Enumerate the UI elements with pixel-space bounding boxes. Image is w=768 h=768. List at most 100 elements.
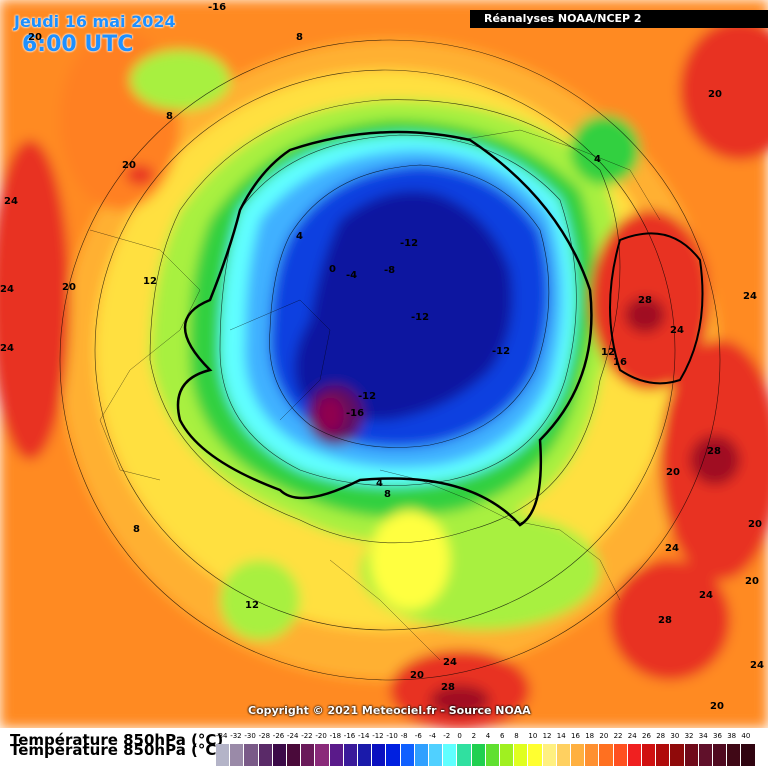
nw-hot-spot: [126, 165, 154, 185]
contour-label: -4: [346, 270, 358, 281]
legend-swatch: [642, 744, 657, 766]
south-green-blob: [220, 560, 300, 640]
contour-label: 20: [666, 467, 680, 478]
legend-swatch: [244, 744, 259, 766]
zero-isotherm: [176, 130, 593, 527]
legend-tick-label: 8: [514, 732, 519, 740]
variable-title-shadow: Température 850hPa (°C): [10, 741, 224, 759]
legend-swatch: [727, 744, 742, 766]
legend-tick-label: -20: [315, 732, 327, 740]
legend-swatch: [457, 744, 472, 766]
legend-swatch: [485, 744, 500, 766]
coastlines: [89, 129, 661, 661]
ne-hot: [680, 20, 768, 160]
legend-tick-label: 12: [542, 732, 552, 740]
west-hot: [0, 140, 70, 460]
legend-swatch: [500, 744, 515, 766]
contour-label: 20: [62, 282, 76, 293]
contour-label: 24: [665, 543, 679, 554]
contour-label: 4: [594, 154, 601, 165]
contour-label: -16: [346, 408, 365, 419]
legend-swatch: [599, 744, 614, 766]
contour-label: 20: [748, 519, 762, 530]
map-time: 6:00 UTC: [22, 32, 134, 57]
legend-tick-label: 14: [556, 732, 566, 740]
contour-label: 8: [166, 111, 173, 122]
legend-swatch: [272, 744, 287, 766]
contour-label: 24: [443, 657, 457, 668]
legend-swatch: [684, 744, 699, 766]
magenta-core: [316, 397, 344, 433]
contour-label: 16: [613, 357, 627, 368]
contour-label: 24: [699, 590, 713, 601]
contour-label: 24: [0, 284, 14, 295]
contour-label: 24: [4, 196, 18, 207]
legend-swatch: [372, 744, 387, 766]
contour-label: 28: [658, 615, 672, 626]
legend-tick-label: -24: [287, 732, 299, 740]
legend-swatch: [287, 744, 302, 766]
legend-tick-label: 4: [485, 732, 491, 740]
legend-tick-label: -10: [386, 732, 398, 740]
legend-tick-label: 28: [656, 732, 666, 740]
legend-tick-label: -32: [230, 732, 242, 740]
contour-label: -8: [384, 265, 396, 276]
contour-label: 28: [441, 682, 455, 693]
legend-swatch: [471, 744, 486, 766]
contour-label: 8: [384, 489, 391, 500]
legend-tick-label: -14: [358, 732, 370, 740]
legend-swatch: [528, 744, 543, 766]
contour-label: 12: [245, 600, 259, 611]
contour-label: 4: [296, 231, 303, 242]
contour-label: -12: [400, 238, 419, 249]
contour-label: 24: [0, 343, 14, 354]
se-hot: [610, 560, 730, 680]
legend-tick-label: -30: [244, 732, 256, 740]
contour-label: 24: [670, 325, 684, 336]
contour-label: 12: [601, 347, 615, 358]
legend-swatch: [571, 744, 586, 766]
legend-footer: Température 850hPa (°C) Température 850h…: [0, 728, 768, 768]
legend-tick-label: 16: [571, 732, 580, 740]
contour-label: -16: [208, 2, 227, 13]
data-source: Réanalyses NOAA/NCEP 2: [470, 10, 768, 28]
contour-label: 8: [133, 524, 140, 535]
contour-label: 8: [296, 32, 303, 43]
legend-swatch: [443, 744, 458, 766]
legend-tick-label: 18: [585, 732, 595, 740]
legend-swatch: [514, 744, 529, 766]
contour-label: 4: [376, 478, 383, 489]
legend-swatch: [230, 744, 245, 766]
legend-tick-label: 36: [713, 732, 722, 740]
legend-tick-label: -6: [414, 732, 422, 740]
contour-label: 20: [410, 670, 424, 681]
legend-swatch: [656, 744, 671, 766]
legend-swatch: [358, 744, 373, 766]
contour-label: -12: [492, 346, 511, 357]
variable-title: Température 850hPa (°C): [10, 731, 224, 749]
legend-swatch: [613, 744, 628, 766]
legend-swatch: [741, 744, 756, 766]
contour-label: 20: [122, 160, 136, 171]
legend-tick-label: 22: [613, 732, 623, 740]
legend-tick-label: 30: [670, 732, 680, 740]
map-date: Jeudi 16 mai 2024: [14, 12, 176, 31]
legend-swatch: [258, 744, 273, 766]
legend-tick-label: -28: [258, 732, 271, 740]
contour-label: 0: [329, 264, 336, 275]
legend-tick-label: 40: [741, 732, 751, 740]
legend-swatch: [315, 744, 330, 766]
contour-label: 24: [743, 291, 757, 302]
legend-tick-label: -4: [429, 732, 436, 740]
color-scale: -34 -32 -30 -28 -26 -24 -22 -20 -18 -16 -14 -12 -10-…: [216, 732, 764, 766]
legend-swatch: [301, 744, 316, 766]
legend-swatch: [585, 744, 600, 766]
legend-tick-label: -22: [301, 732, 313, 740]
contour-label: 12: [143, 276, 157, 287]
twenty-isotherm-east: [609, 232, 704, 385]
contour-label: 28: [707, 446, 721, 457]
contour-label: 20: [710, 701, 724, 712]
europe-yellow: [370, 510, 450, 610]
legend-swatch: [386, 744, 401, 766]
legend-tick-label: 32: [684, 732, 694, 740]
